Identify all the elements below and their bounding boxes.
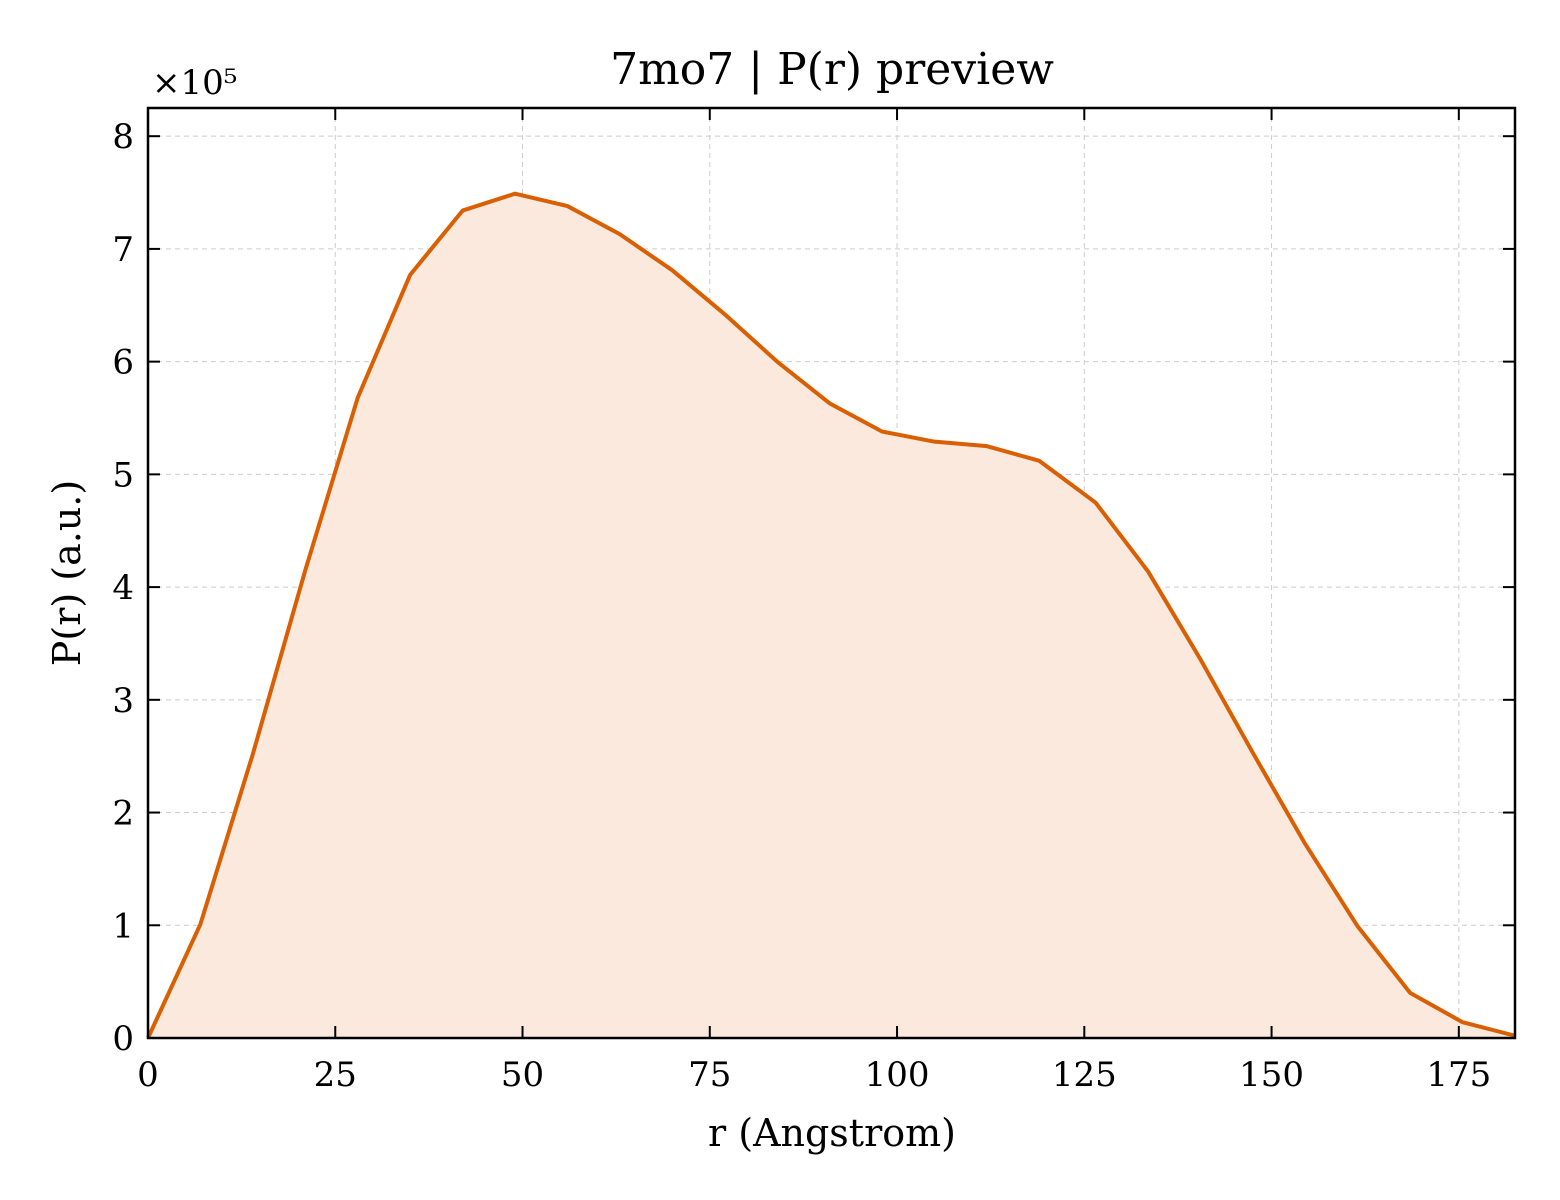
- chart-title: 7mo7 | P(r) preview: [610, 44, 1054, 95]
- pr-area-fill: [148, 193, 1515, 1039]
- y-tick-label: 8: [112, 117, 134, 157]
- axis-ticks: 0 25 50 75 100 125 150 175 0 1 2 3 4 5 6 7 8: [112, 108, 1515, 1095]
- x-tick-label: 25: [314, 1055, 357, 1095]
- x-tick-label: 100: [865, 1055, 930, 1095]
- y-tick-label: 1: [112, 906, 134, 946]
- y-tick-label: 7: [112, 230, 134, 270]
- y-axis-label: P(r) (a.u.): [45, 480, 89, 666]
- y-tick-label: 0: [112, 1019, 134, 1059]
- x-axis-label: r (Angstrom): [708, 1111, 956, 1155]
- x-tick-label: 75: [688, 1055, 731, 1095]
- x-tick-label: 0: [137, 1055, 159, 1095]
- pr-series-line: [146, 191, 1516, 1039]
- x-tick-label: 125: [1052, 1055, 1117, 1095]
- x-tick-label: 175: [1426, 1055, 1491, 1095]
- plot-frame: [146, 106, 1517, 1040]
- x-tick-label: 150: [1239, 1055, 1304, 1095]
- y-tick-label: 5: [112, 455, 134, 495]
- y-scale-label: ×10⁵: [152, 63, 237, 103]
- x-tick-label: 50: [501, 1055, 544, 1095]
- y-tick-label: 6: [112, 343, 134, 383]
- y-tick-label: 2: [112, 794, 134, 834]
- y-tick-label: 4: [112, 568, 134, 608]
- y-tick-label: 3: [112, 681, 134, 721]
